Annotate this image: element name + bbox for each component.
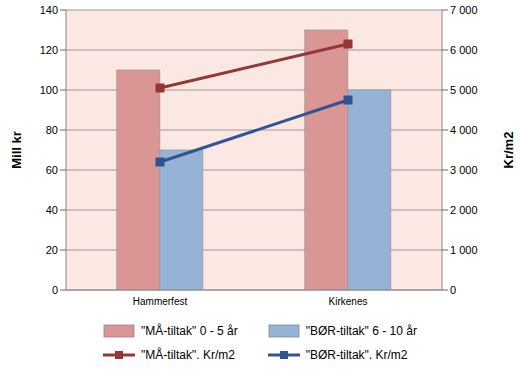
svg-text:120: 120 bbox=[40, 44, 58, 56]
svg-text:5 000: 5 000 bbox=[450, 84, 478, 96]
svg-text:20: 20 bbox=[46, 244, 58, 256]
html-text:"MÅ-tiltak" 0 - 5 år: "MÅ-tiltak" 0 - 5 år bbox=[141, 324, 238, 338]
svg-text:60: 60 bbox=[46, 164, 58, 176]
svg-text:4 000: 4 000 bbox=[450, 124, 478, 136]
svg-text:1 000: 1 000 bbox=[450, 244, 478, 256]
svg-text:7 000: 7 000 bbox=[450, 4, 478, 16]
svg-text:0: 0 bbox=[450, 284, 456, 296]
svg-text:40: 40 bbox=[46, 204, 58, 216]
svg-text:6 000: 6 000 bbox=[450, 44, 478, 56]
html-text:"MÅ-tiltak". Kr/m2: "MÅ-tiltak". Kr/m2 bbox=[141, 348, 235, 362]
svg-text:140: 140 bbox=[40, 4, 58, 16]
svg-text:Kirkenes: Kirkenes bbox=[329, 296, 368, 307]
svg-text:100: 100 bbox=[40, 84, 58, 96]
svg-text:2 000: 2 000 bbox=[450, 204, 478, 216]
svg-text:Kr/m2: Kr/m2 bbox=[501, 132, 516, 169]
html-text:"BØR-tiltak" 6 - 10 år: "BØR-tiltak" 6 - 10 år bbox=[305, 324, 417, 338]
svg-text:Hammerfest: Hammerfest bbox=[133, 296, 188, 307]
svg-text:80: 80 bbox=[46, 124, 58, 136]
svg-text:3 000: 3 000 bbox=[450, 164, 478, 176]
html-text:"BØR-tiltak". Kr/m2: "BØR-tiltak". Kr/m2 bbox=[305, 348, 408, 362]
svg-text:Mill kr: Mill kr bbox=[9, 131, 24, 169]
svg-text:0: 0 bbox=[52, 284, 58, 296]
